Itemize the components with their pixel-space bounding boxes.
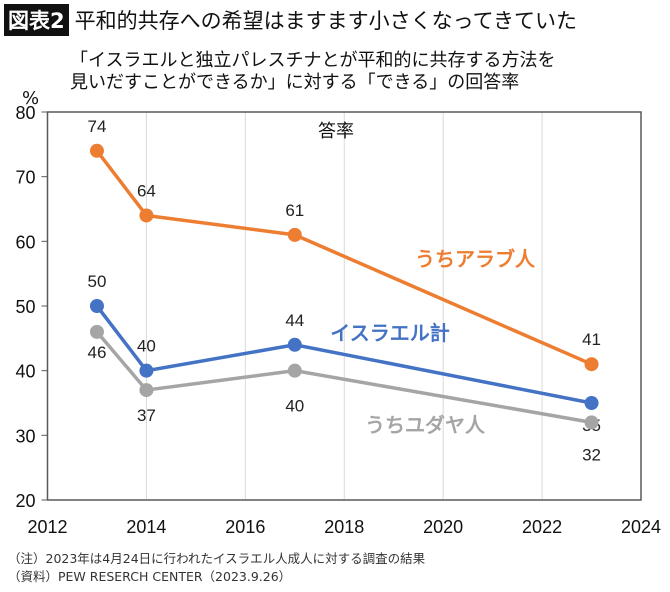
y-tick-label: 80 <box>15 103 35 123</box>
data-label: 46 <box>87 343 106 362</box>
y-tick-label: 30 <box>15 426 35 446</box>
x-tick-label: 2020 <box>423 517 463 537</box>
y-axis-unit: % <box>22 88 39 109</box>
data-point <box>89 324 104 339</box>
data-point <box>584 415 599 430</box>
series-line <box>95 304 592 405</box>
data-point <box>287 363 302 378</box>
data-point <box>287 337 302 352</box>
data-point <box>584 396 599 410</box>
x-tick-label: 2016 <box>225 517 265 537</box>
data-label: 61 <box>285 201 304 220</box>
data-point <box>89 143 104 158</box>
footer: （注）2023年は4月24日に行われたイスラエル人成人に対する調査の結果 （資料… <box>8 550 425 586</box>
series-line <box>95 330 592 425</box>
y-tick-label: 40 <box>15 362 35 382</box>
data-label: 44 <box>285 311 304 330</box>
x-tick-label: 2024 <box>621 517 661 537</box>
y-tick-label: 70 <box>15 168 35 188</box>
x-tick-label: 2022 <box>522 517 562 537</box>
data-point <box>584 357 599 372</box>
source: （資料）PEW RESERCH CENTER（2023.9.26） <box>8 569 292 584</box>
data-label: 40 <box>137 337 156 356</box>
series-label: うちアラブ人 <box>415 247 536 271</box>
data-label: 50 <box>87 272 106 291</box>
data-point <box>89 299 104 313</box>
data-point <box>139 383 154 398</box>
series-label: うちユダヤ人 <box>365 413 486 437</box>
data-point <box>139 363 154 378</box>
figure-title: 平和的共存への希望はますます小さくなってきていた <box>74 9 577 33</box>
x-tick-label: 2018 <box>324 517 364 537</box>
chart-subtitle: 「イスラエルと独立パレスチナとが平和的に共存する方法を 見いだすことができるか」… <box>70 50 555 94</box>
chart-inner-title: 答率 <box>318 121 354 142</box>
data-label: 40 <box>285 397 304 416</box>
data-label: 74 <box>87 117 106 136</box>
data-point <box>287 227 302 242</box>
x-tick-label: 2014 <box>126 517 166 537</box>
data-point <box>139 208 154 223</box>
y-tick-label: 50 <box>15 297 35 317</box>
data-label: 41 <box>582 330 601 349</box>
series-label: イスラエル計 <box>330 321 449 345</box>
header: 図表2 平和的共存への希望はますます小さくなってきていた <box>4 4 577 36</box>
y-tick-label: 60 <box>15 232 35 252</box>
data-label: 37 <box>137 406 156 425</box>
x-tick-label: 2012 <box>27 517 67 537</box>
series-line <box>95 149 593 366</box>
subtitle-line-1: 「イスラエルと独立パレスチナとが平和的に共存する方法を <box>70 50 556 71</box>
data-label: 64 <box>137 181 156 200</box>
figure-badge: 図表2 <box>4 4 69 36</box>
footnote: （注）2023年は4月24日に行われたイスラエル人成人に対する調査の結果 <box>8 551 426 566</box>
y-tick-label: 20 <box>15 491 35 511</box>
data-label: 32 <box>582 445 601 464</box>
subtitle-line-2: 見いだすことができるか」に対する「できる」の回答率 <box>70 72 520 93</box>
